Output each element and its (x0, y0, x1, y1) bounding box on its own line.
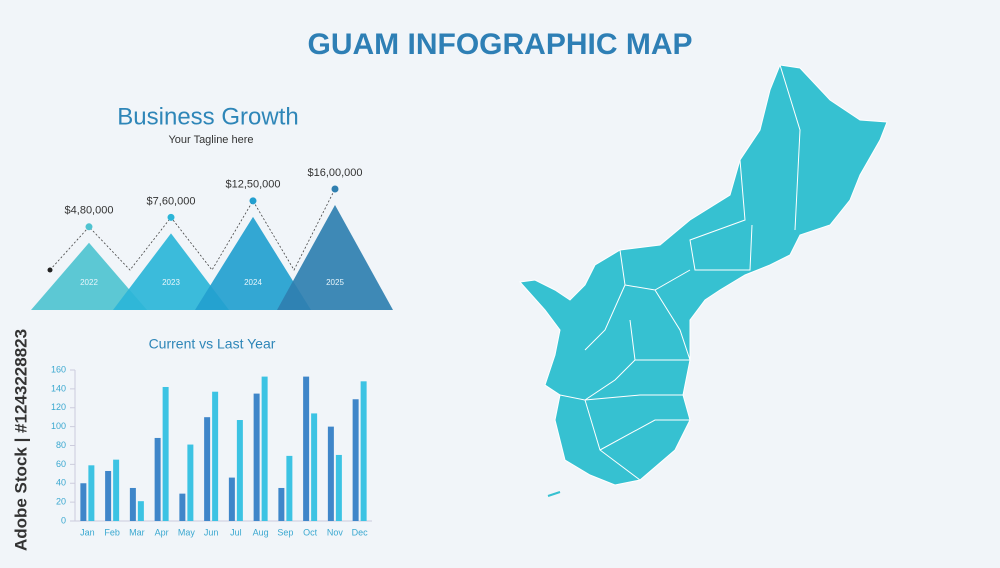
bar (236, 420, 243, 521)
value-label: $7,60,000 (147, 195, 196, 207)
growth-triangle (113, 233, 229, 310)
year-label: 2022 (80, 278, 98, 287)
bar (360, 381, 367, 521)
map-islet (547, 491, 561, 497)
x-tick-label: May (178, 527, 196, 537)
year-label: 2025 (326, 278, 344, 287)
x-tick-label: Dec (352, 527, 369, 537)
trend-line (49, 188, 336, 271)
value-label: $4,80,000 (65, 205, 114, 217)
y-tick-label: 120 (51, 402, 66, 412)
growth-triangle (277, 205, 393, 310)
growth-triangle (195, 216, 311, 310)
x-tick-label: Jun (204, 527, 219, 537)
bar (113, 459, 120, 521)
bar (80, 483, 87, 521)
chart-title: Business Growth (117, 103, 298, 130)
bar (228, 477, 235, 521)
value-dot (85, 223, 93, 231)
x-tick-label: Sep (277, 527, 293, 537)
x-tick-label: Apr (155, 527, 169, 537)
value-label: $16,00,000 (307, 167, 362, 179)
y-tick-label: 40 (56, 478, 66, 488)
bar (179, 493, 186, 521)
map-shape (518, 64, 888, 486)
x-tick-label: Oct (303, 527, 318, 537)
bar (137, 501, 144, 521)
bar (162, 386, 169, 521)
x-tick-label: Nov (327, 527, 344, 537)
x-tick-label: Aug (253, 527, 269, 537)
watermark: Adobe Stock | #1243228823 (11, 329, 30, 551)
value-dot (331, 185, 339, 193)
y-tick-label: 80 (56, 440, 66, 450)
y-tick-label: 100 (51, 421, 66, 431)
page-title: GUAM INFOGRAPHIC MAP (308, 28, 693, 61)
year-label: 2023 (162, 278, 180, 287)
growth-triangle (31, 242, 147, 310)
bar (327, 426, 334, 521)
y-tick-label: 140 (51, 383, 66, 393)
bar (187, 444, 194, 521)
bar (303, 376, 310, 521)
year-label: 2024 (244, 278, 262, 287)
bar (311, 413, 318, 521)
bar (352, 399, 359, 521)
bar (335, 454, 342, 521)
bar (129, 487, 136, 521)
value-label: $12,50,000 (225, 179, 280, 191)
x-tick-label: Jul (230, 527, 242, 537)
bar (204, 417, 211, 521)
bar (212, 391, 219, 521)
start-dot (47, 267, 53, 273)
bar (88, 465, 95, 521)
value-dot (167, 213, 175, 221)
bar (261, 376, 268, 521)
x-tick-label: Jan (80, 527, 95, 537)
bar (286, 455, 293, 521)
y-tick-label: 160 (51, 364, 66, 374)
y-tick-label: 60 (56, 459, 66, 469)
chart-title: Current vs Last Year (149, 336, 276, 352)
map-borders (559, 64, 801, 481)
bar (278, 487, 285, 521)
bar (154, 437, 161, 521)
y-tick-label: 20 (56, 497, 66, 507)
x-tick-label: Mar (129, 527, 145, 537)
y-tick-label: 0 (61, 515, 66, 525)
bar (253, 393, 260, 521)
chart-subtitle: Your Tagline here (168, 134, 253, 146)
bar (105, 470, 112, 521)
x-tick-label: Feb (104, 527, 120, 537)
value-dot (249, 197, 257, 205)
guam-map (518, 64, 888, 497)
